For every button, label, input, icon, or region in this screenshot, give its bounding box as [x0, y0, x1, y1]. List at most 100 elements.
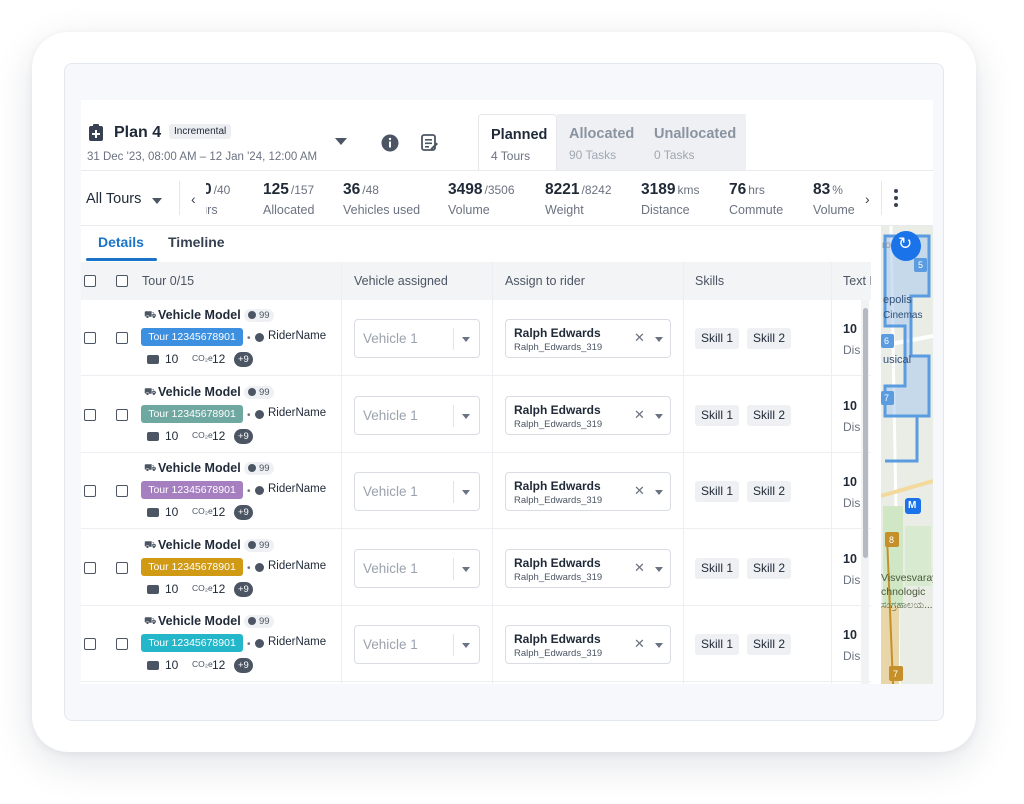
tab-unallocated[interactable]: Unallocated 0 Tasks [642, 114, 746, 170]
tour-select-checkbox[interactable] [116, 638, 128, 650]
vehicle-select[interactable]: Vehicle 1 [354, 319, 480, 358]
chevron-down-icon[interactable] [462, 490, 470, 495]
clear-icon[interactable]: ✕ [634, 330, 645, 345]
tab-unallocated-label: Unallocated [654, 126, 737, 142]
tour-id-tag[interactable]: Tour 12345678901 [141, 404, 243, 423]
row-select-checkbox[interactable] [84, 561, 96, 574]
tour-id-tag[interactable]: Tour 12345678901 [141, 634, 243, 652]
clear-icon[interactable]: ✕ [634, 483, 645, 498]
vehicle-model-count: 99 [244, 538, 274, 552]
tour-id-tag[interactable]: Tour 12345678901 [141, 557, 243, 576]
plan-header: Plan 4 Incremental 31 Dec '23, 08:00 AM … [81, 100, 933, 170]
map-marker[interactable] [889, 666, 903, 681]
table-row[interactable]: ⛟ Vehicle Model 99 Tour 12345678901 • Ri… [81, 529, 871, 606]
table-scrollbar-thumb[interactable] [863, 308, 868, 558]
refresh-icon[interactable]: ↻ [898, 234, 913, 253]
emission-icon: CO₂e [192, 582, 213, 593]
stats-scroll-area: 0/40 Tours 125/157 Allocated 36/48 Vehic… [206, 171, 856, 227]
separator-dot: • [247, 486, 251, 497]
tours-filter-chevron-icon[interactable] [152, 198, 162, 204]
map-marker-label: 5 [918, 260, 924, 270]
vehicle-select[interactable]: Vehicle 1 [354, 548, 480, 588]
table-row[interactable]: ⛟ Vehicle Model 99 Tour 12345678901 • Ri… [81, 453, 871, 529]
row-select-checkbox[interactable] [84, 638, 96, 650]
vehicle-model-count-value: 99 [259, 310, 270, 321]
tab-details[interactable]: Details [98, 234, 144, 250]
divider [453, 634, 454, 656]
rider-select[interactable]: Ralph Edwards Ralph_Edwards_319 ✕ [505, 548, 671, 588]
tour-select-checkbox[interactable] [116, 561, 128, 574]
vehicle-model-name: Vehicle Model [158, 537, 241, 552]
more-badge[interactable]: +9 [234, 505, 253, 520]
tour-select-checkbox[interactable] [116, 332, 128, 344]
tab-timeline[interactable]: Timeline [168, 234, 225, 250]
stat-value: 3189 [641, 181, 676, 198]
rider-select[interactable]: Ralph Edwards Ralph_Edwards_319 ✕ [505, 625, 671, 664]
rider-select[interactable]: Ralph Edwards Ralph_Edwards_319 ✕ [505, 319, 671, 358]
chevron-down-icon[interactable] [655, 490, 663, 495]
more-badge[interactable]: +9 [234, 658, 253, 673]
metro-marker[interactable] [905, 498, 921, 514]
tab-planned[interactable]: Planned 4 Tours [478, 114, 557, 170]
vehicle-select[interactable]: Vehicle 1 [354, 625, 480, 664]
tour-select-checkbox[interactable] [116, 485, 128, 497]
clear-icon[interactable]: ✕ [634, 406, 645, 422]
truck-icon: ⛟ [144, 539, 157, 551]
tasks-count: 10 [165, 428, 179, 443]
vehicle-model-count-value: 99 [259, 386, 270, 398]
stat-label: Vehicles used [343, 203, 421, 217]
chevron-down-icon[interactable] [655, 566, 663, 572]
notes-edit-icon[interactable] [421, 134, 439, 152]
stat-value: 76 [729, 181, 747, 198]
vehicle-select[interactable]: Vehicle 1 [354, 472, 480, 511]
more-badge[interactable]: +9 [234, 352, 253, 367]
vehicle-model-count: 99 [244, 385, 274, 399]
plan-selector-chevron-icon[interactable] [335, 138, 347, 145]
clear-icon[interactable]: ✕ [634, 559, 645, 575]
stats-prev-arrow-icon[interactable]: ‹ [191, 191, 196, 207]
table-row[interactable]: ⛟ Vehicle Model 99 Tour 12345678901 • Ri… [81, 300, 871, 376]
vehicle-select[interactable]: Vehicle 1 [354, 395, 480, 435]
divider [453, 481, 454, 503]
row-select-checkbox[interactable] [84, 408, 96, 421]
chevron-down-icon[interactable] [462, 643, 470, 648]
stat-total: /8242 [581, 183, 612, 197]
map-marker[interactable] [881, 334, 894, 348]
tour-select-checkbox[interactable] [116, 408, 128, 421]
map-marker[interactable] [885, 532, 899, 547]
map-recenter-button[interactable] [891, 231, 921, 261]
stats-next-arrow-icon[interactable]: › [865, 191, 870, 207]
clear-icon[interactable]: ✕ [634, 636, 645, 651]
tour-id-tag[interactable]: Tour 12345678901 [141, 481, 243, 499]
tours-filter-dropdown[interactable]: All Tours [86, 191, 142, 207]
row-select-checkbox[interactable] [84, 485, 96, 497]
tab-allocated[interactable]: Allocated 90 Tasks [557, 114, 642, 170]
rider-select[interactable]: Ralph Edwards Ralph_Edwards_319 ✕ [505, 472, 671, 511]
stat-label: Commute [729, 203, 784, 217]
chevron-down-icon[interactable] [462, 566, 470, 572]
select-all-tours-checkbox[interactable] [116, 275, 128, 287]
chevron-down-icon[interactable] [462, 413, 470, 419]
rider-icon [255, 333, 264, 342]
more-badge[interactable]: +9 [234, 428, 253, 444]
table-row[interactable]: ⛟ Vehicle Model 99 Tour 12345678901 • Ri… [81, 606, 871, 682]
stat-label: Tours [206, 203, 218, 217]
skill-chip: Skill 1 [695, 328, 740, 349]
info-icon[interactable] [381, 134, 399, 152]
chevron-down-icon[interactable] [655, 337, 663, 342]
tour-id-tag[interactable]: Tour 12345678901 [141, 328, 243, 346]
stat-label: Allocated [263, 203, 315, 217]
chevron-down-icon[interactable] [655, 643, 663, 648]
table-row[interactable]: ⛟ Vehicle Model 99 Tour 12345678901 • Ri… [81, 376, 871, 453]
stat-value: 0 [206, 181, 212, 198]
route-map[interactable]: 5 6 7 8 7 M ros epolis Cinemas usical Vi… [881, 226, 933, 684]
chevron-down-icon[interactable] [655, 413, 663, 419]
chevron-down-icon[interactable] [462, 337, 470, 342]
map-marker[interactable] [914, 258, 927, 272]
more-badge[interactable]: +9 [234, 581, 253, 597]
row-select-checkbox[interactable] [84, 332, 96, 344]
map-marker[interactable] [881, 391, 894, 405]
more-options-icon[interactable] [894, 189, 898, 207]
rider-select[interactable]: Ralph Edwards Ralph_Edwards_319 ✕ [505, 395, 671, 435]
select-all-checkbox[interactable] [84, 275, 96, 287]
